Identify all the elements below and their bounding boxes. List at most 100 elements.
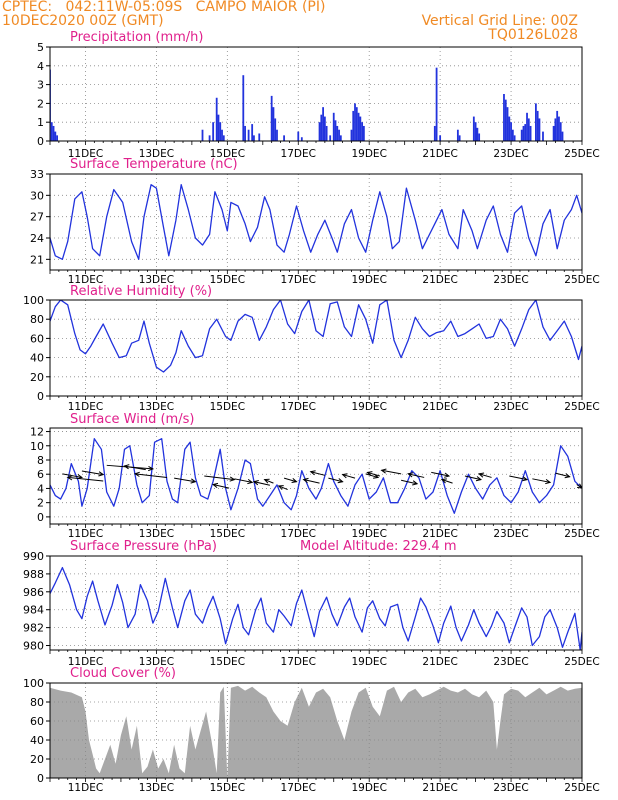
x-tick-label: 17DEC (281, 401, 316, 413)
x-tick-label: 15DEC (210, 148, 245, 160)
precip-bar (527, 118, 530, 141)
precip-bar (561, 131, 564, 141)
precip-bar (458, 135, 461, 141)
precip-bar (201, 129, 204, 141)
y-tick-label: 80 (30, 696, 44, 709)
wind-vector (441, 479, 453, 484)
wind-arrowhead (407, 472, 414, 478)
precip-bar (524, 124, 527, 141)
precip-bar (510, 122, 512, 141)
panel-data (50, 683, 582, 778)
precip-bar (504, 99, 507, 141)
wind-arrowhead (190, 478, 197, 484)
precip-bar (435, 67, 438, 141)
precip-bar (332, 112, 335, 141)
wind-vector (204, 475, 235, 481)
precip-bar (242, 75, 245, 141)
precip-bar (253, 135, 255, 141)
y-tick-label: 33 (30, 168, 44, 181)
precip-bar (258, 133, 261, 141)
wind-vector (264, 479, 274, 484)
precip-bar (322, 107, 324, 141)
wind-arrowhead (341, 473, 348, 479)
precip-bar (270, 95, 273, 141)
precip-bar (283, 135, 285, 141)
precip-bar (558, 116, 560, 141)
wind-vector (479, 473, 492, 478)
wind-arrowhead (277, 485, 284, 490)
precip-bar (354, 103, 356, 141)
precip-bar (339, 135, 342, 141)
wind-vector (464, 475, 482, 481)
precip-bar (513, 135, 516, 141)
x-tick-label: 11DEC (68, 274, 103, 286)
precip-bar (556, 110, 559, 141)
x-tick-label: 15DEC (210, 528, 245, 540)
series-line (50, 300, 582, 373)
wind-vector (328, 477, 343, 483)
precip-bar (274, 118, 277, 141)
x-tick-label: 25DEC (564, 274, 599, 286)
y-tick-label: 6 (37, 468, 44, 481)
panel-frame (49, 173, 583, 271)
y-tick-label: 10 (30, 440, 44, 453)
precip-bar (215, 97, 218, 141)
y-tick-label: 3 (37, 79, 44, 92)
y-tick-label: 990 (23, 550, 44, 563)
wind-arrowhead (337, 478, 344, 484)
x-tick-label: 13DEC (139, 782, 174, 794)
panel-data (50, 47, 582, 141)
header-grid-note: Vertical Grid Line: 00Z (421, 13, 578, 29)
x-tick-label: 11DEC (68, 401, 103, 413)
precip-bar (352, 110, 355, 141)
precip-bar (217, 114, 220, 141)
y-tick-label: 40 (30, 352, 44, 365)
panel-frame (49, 46, 583, 142)
y-tick-label: 60 (30, 332, 44, 345)
y-tick-label: 982 (23, 622, 44, 635)
wind-vector (253, 481, 271, 486)
x-tick-label: 23DEC (493, 782, 528, 794)
x-tick-label: 25DEC (564, 401, 599, 413)
header-station: CPTEC: 042:11W-05:09S CAMPO MAIOR (PI) (2, 0, 326, 15)
wind-arrowhead (252, 480, 259, 486)
panel-title: Surface Pressure (hPa) (70, 539, 217, 554)
x-tick-label: 15DEC (210, 274, 245, 286)
precip-bar (336, 125, 339, 141)
precip-bar (554, 118, 557, 141)
precip-bar (325, 125, 328, 141)
x-tick-label: 19DEC (351, 148, 386, 160)
x-tick-label: 25DEC (564, 148, 599, 160)
wind-arrowhead (412, 480, 419, 486)
precip-bar (219, 122, 222, 141)
precip-bar (272, 107, 275, 141)
wind-arrowhead (148, 465, 155, 472)
precip-bar (478, 133, 481, 141)
wind-vector (431, 471, 450, 477)
x-tick-label: 11DEC (68, 656, 103, 668)
wind-vector (213, 484, 230, 489)
precip-bar (56, 135, 58, 141)
y-tick-label: 1 (37, 116, 44, 129)
panel-6: Cloud Cover (%) 0 20 40 60 80 100 11DEC 13DEC 15D… (23, 666, 600, 794)
x-tick-label: 13DEC (139, 401, 174, 413)
y-tick-label: 24 (30, 232, 44, 245)
x-tick-label: 17DEC (281, 528, 316, 540)
wind-vector (135, 473, 168, 478)
precip-bar (362, 125, 365, 141)
precip-bar (439, 135, 442, 141)
x-tick-label: 19DEC (351, 401, 386, 413)
wind-vector (283, 477, 297, 483)
precip-bar (456, 129, 459, 141)
wind-vector (234, 478, 253, 483)
wind-vector (342, 474, 356, 479)
precip-bar (208, 135, 211, 141)
precip-bar (52, 125, 55, 141)
y-tick-label: 20 (30, 371, 44, 384)
precip-bar (472, 116, 475, 141)
precip-bar (522, 125, 525, 141)
wind-vector (532, 478, 551, 483)
x-tick-label: 17DEC (281, 782, 316, 794)
